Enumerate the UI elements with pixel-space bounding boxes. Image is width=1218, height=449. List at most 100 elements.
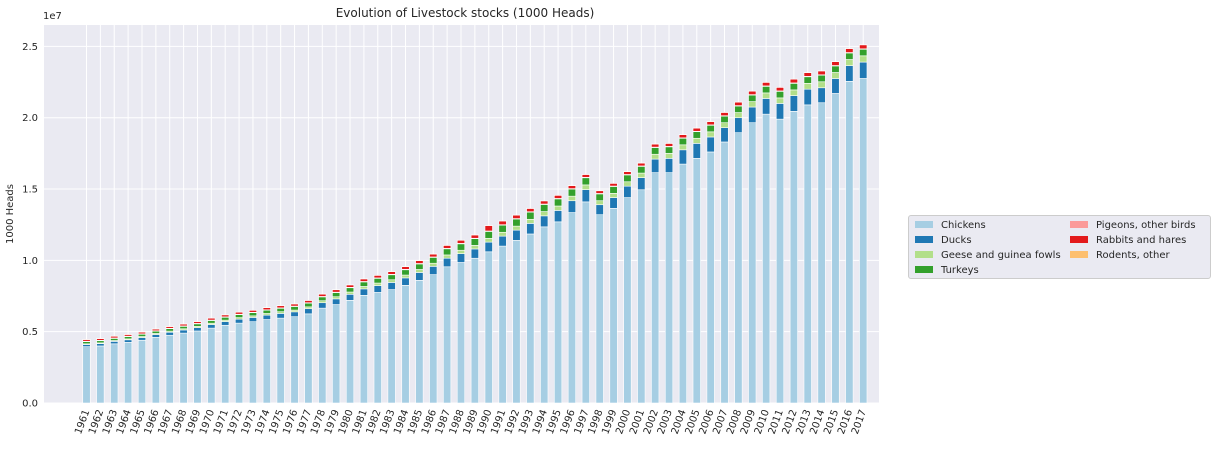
bar-segment <box>540 227 548 403</box>
bar-segment <box>776 103 784 119</box>
bar-segment <box>721 116 729 123</box>
bar-segment <box>499 232 507 236</box>
bar-segment <box>568 186 576 189</box>
bar-segment <box>679 138 687 145</box>
bar-segment <box>388 272 396 275</box>
bar-segment <box>402 270 410 275</box>
bar-segment <box>360 286 368 288</box>
bar-segment <box>651 173 659 403</box>
bar-segment <box>194 328 202 331</box>
bar-segment <box>776 119 784 403</box>
bar-segment <box>693 128 701 131</box>
bar-segment <box>332 297 340 299</box>
bar-segment <box>693 143 701 158</box>
bar-segment <box>430 257 438 263</box>
bar-segment <box>194 331 202 403</box>
bar-segment <box>527 208 535 211</box>
bar-segment <box>471 239 479 246</box>
bar-segment <box>346 294 354 300</box>
bar-segment <box>263 310 271 313</box>
bar-segment <box>166 329 174 331</box>
bar-segment <box>277 318 285 403</box>
bar-segment <box>388 275 396 280</box>
bar-segment <box>124 340 132 343</box>
bar-segment <box>374 286 382 293</box>
y-tick-label: 1.0 <box>22 256 38 267</box>
bar-segment <box>776 98 784 104</box>
bar-segment <box>540 212 548 216</box>
bar-segment <box>416 261 424 264</box>
bar-segment <box>693 138 701 143</box>
bar-segment <box>540 201 548 204</box>
bar-segment <box>346 292 354 294</box>
bar-segment <box>610 198 618 209</box>
legend-label: Ducks <box>941 235 972 246</box>
bar-segment <box>152 331 160 333</box>
bar-segment <box>818 103 826 403</box>
bar-segment <box>762 86 770 93</box>
bar-segment <box>624 175 632 182</box>
bar-segment <box>499 225 507 232</box>
bar-segment <box>180 326 188 328</box>
bar-segment <box>124 342 132 403</box>
bar-segment <box>277 306 285 308</box>
bar-segment <box>859 49 867 56</box>
bar-segment <box>624 198 632 403</box>
bar-segment <box>249 322 257 403</box>
bar-segment <box>540 216 548 227</box>
x-axis-ticks: 1961196219631964196519661967196819691970… <box>73 408 869 436</box>
bar-segment <box>235 319 243 323</box>
bar-segment <box>651 148 659 155</box>
bar-segment <box>430 254 438 257</box>
bar-segment <box>83 342 91 344</box>
bar-segment <box>527 234 535 403</box>
bar-segment <box>790 96 798 112</box>
bar-segment <box>235 315 243 318</box>
bar-segment <box>305 309 313 314</box>
bar-segment <box>804 73 812 77</box>
bar-segment <box>527 212 535 219</box>
bar-segment <box>638 190 646 403</box>
bar-segment <box>624 186 632 197</box>
bar-segment <box>457 254 465 263</box>
bar-segment <box>374 275 382 278</box>
bar-segment <box>360 295 368 403</box>
bar-segment <box>651 159 659 173</box>
bar-segment <box>457 262 465 403</box>
legend-item: Turkeys <box>915 264 979 278</box>
bar-segment <box>707 132 715 137</box>
bar-segment <box>332 299 340 305</box>
bar-segment <box>638 178 646 190</box>
bar-segment <box>638 166 646 173</box>
legend-swatch <box>915 236 933 243</box>
y-axis-scale-label: 1e7 <box>43 11 62 22</box>
bar-segment <box>374 292 382 403</box>
bar-segment <box>749 95 757 102</box>
bar-segment <box>749 102 757 107</box>
legend-swatch <box>915 266 933 273</box>
bar-segment <box>443 255 451 258</box>
bar-segment <box>249 317 257 321</box>
bar-segment <box>388 282 396 289</box>
bar-segment <box>221 325 229 403</box>
bar-segment <box>485 231 493 238</box>
legend-label: Pigeons, other birds <box>1096 220 1196 231</box>
bar-segment <box>332 305 340 403</box>
bar-segment <box>832 93 840 403</box>
bar-segment <box>97 341 105 343</box>
bar-segment <box>832 72 840 78</box>
bar-segment <box>471 249 479 258</box>
bar-segment <box>291 307 299 311</box>
bar-segment <box>443 245 451 248</box>
bar-segment <box>610 186 618 193</box>
bar-segment <box>832 66 840 73</box>
y-axis-label: 1000 Heads <box>5 184 16 244</box>
legend-swatch <box>915 221 933 228</box>
bar-segment <box>818 88 826 103</box>
bar-segment <box>457 240 465 243</box>
bar-segment <box>110 338 118 340</box>
bar-segment <box>554 210 562 221</box>
bar-segment <box>346 288 354 292</box>
